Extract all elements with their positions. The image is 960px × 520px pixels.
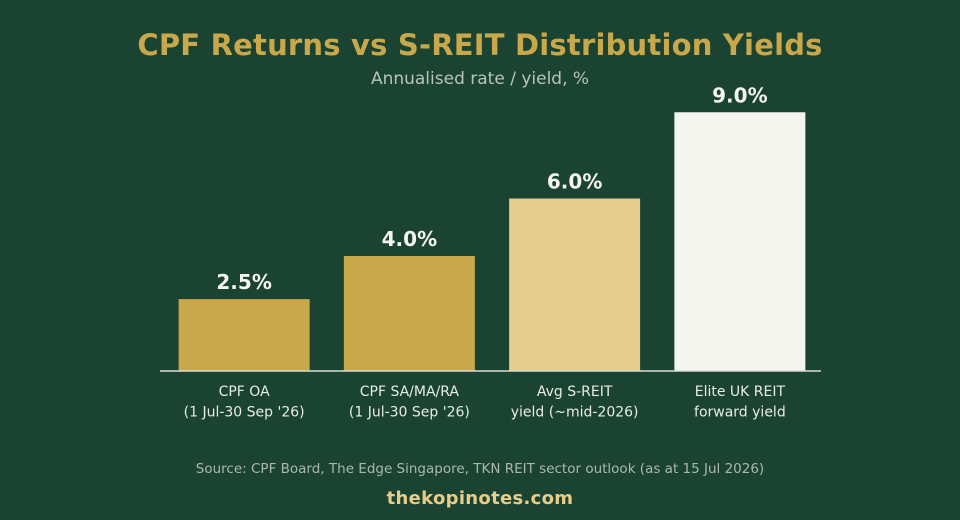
category-label-2-line-2: (1 Jul-30 Sep '26) bbox=[349, 405, 470, 421]
bar-1 bbox=[178, 299, 310, 371]
bar-3 bbox=[509, 198, 641, 371]
chart-title: CPF Returns vs S-REIT Distribution Yield… bbox=[137, 28, 823, 62]
value-label-2: 4.0% bbox=[382, 227, 437, 251]
source-note: Source: CPF Board, The Edge Singapore, T… bbox=[195, 461, 765, 477]
bar-2 bbox=[343, 256, 475, 371]
category-label-3-line-2: yield (~mid-2026) bbox=[511, 405, 639, 421]
category-label-1-line-2: (1 Jul-30 Sep '26) bbox=[184, 405, 305, 421]
value-label-4: 9.0% bbox=[712, 83, 767, 107]
category-label-3-line-1: Avg S-REIT bbox=[537, 384, 613, 400]
category-label-1-line-1: CPF OA bbox=[219, 384, 270, 400]
chart-subtitle: Annualised rate / yield, % bbox=[370, 69, 590, 89]
value-label-3: 6.0% bbox=[547, 170, 602, 194]
bar-4 bbox=[674, 112, 806, 371]
category-label-4-line-2: forward yield bbox=[694, 405, 786, 421]
category-label-4-line-1: Elite UK REIT bbox=[695, 384, 786, 400]
category-label-2-line-1: CPF SA/MA/RA bbox=[360, 384, 460, 400]
brand-link[interactable]: thekopinotes.com bbox=[386, 488, 574, 509]
value-label-1: 2.5% bbox=[216, 270, 271, 294]
